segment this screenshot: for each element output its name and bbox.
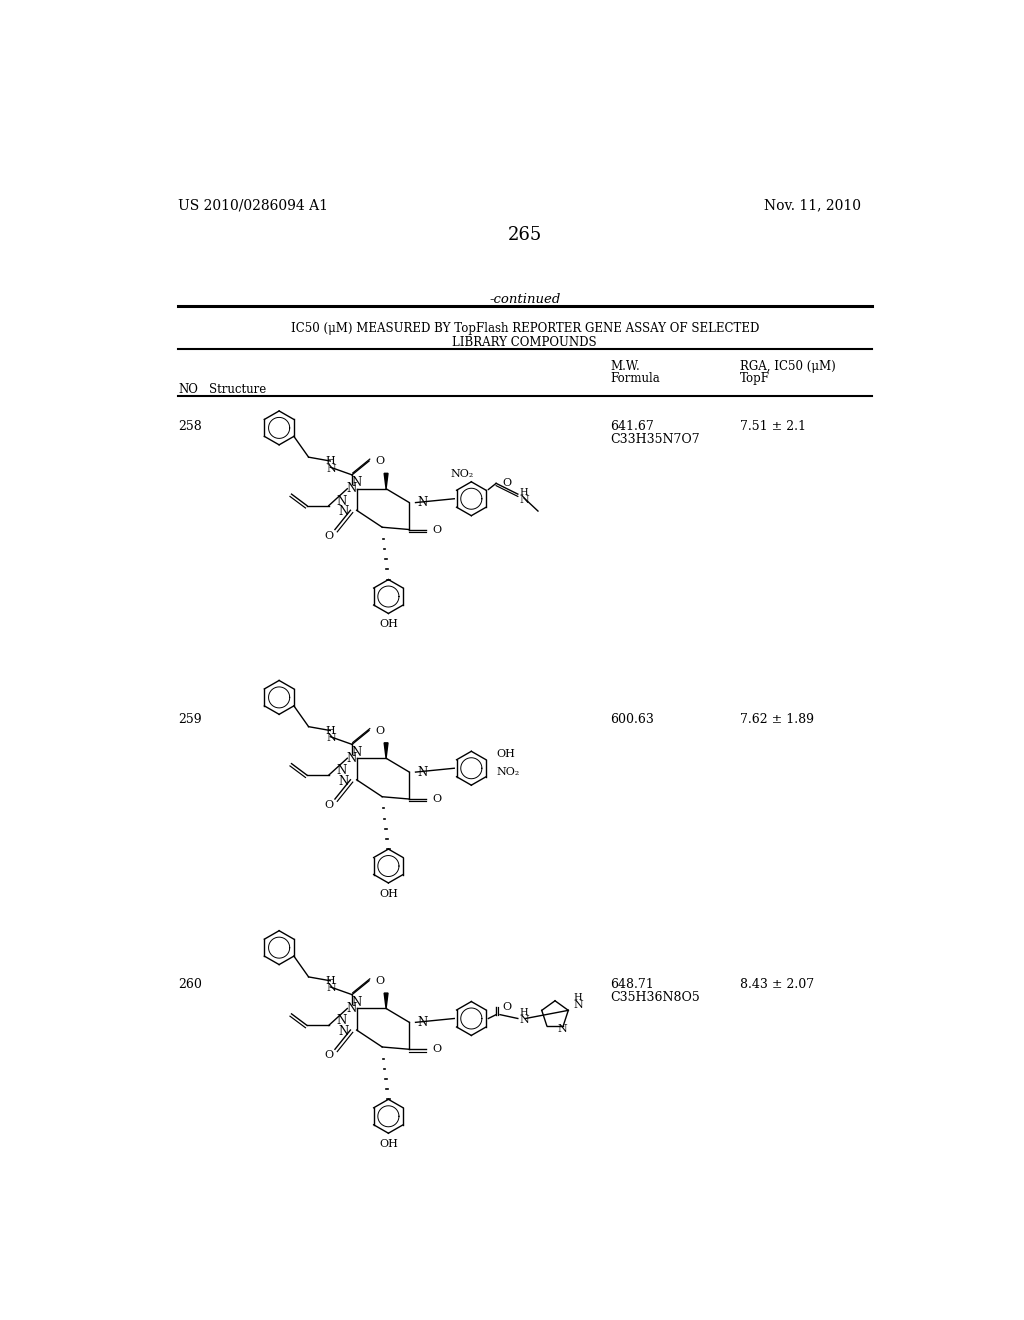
Text: H: H [326, 726, 335, 735]
Text: O: O [503, 1002, 511, 1012]
Text: Nov. 11, 2010: Nov. 11, 2010 [764, 198, 860, 213]
Text: 265: 265 [508, 226, 542, 244]
Text: N: N [336, 764, 346, 777]
Text: N: N [347, 751, 357, 764]
Text: 258: 258 [178, 420, 202, 433]
Text: N: N [573, 1001, 584, 1010]
Text: RGA, IC50 (μM): RGA, IC50 (μM) [740, 360, 836, 374]
Text: TopF: TopF [740, 372, 770, 385]
Text: 648.71: 648.71 [610, 978, 653, 991]
Polygon shape [384, 993, 388, 1008]
Text: IC50 (μM) MEASURED BY TopFlash REPORTER GENE ASSAY OF SELECTED: IC50 (μM) MEASURED BY TopFlash REPORTER … [291, 322, 759, 335]
Text: N: N [336, 495, 346, 508]
Text: US 2010/0286094 A1: US 2010/0286094 A1 [178, 198, 329, 213]
Text: O: O [325, 800, 333, 810]
Text: N: N [558, 1023, 567, 1034]
Text: N: N [327, 983, 336, 994]
Text: N: N [347, 1002, 357, 1015]
Text: H: H [326, 975, 335, 986]
Text: N: N [339, 506, 349, 519]
Text: C33H35N7O7: C33H35N7O7 [610, 433, 699, 446]
Text: N: N [339, 775, 349, 788]
Text: NO: NO [178, 383, 199, 396]
Polygon shape [384, 743, 388, 758]
Text: N: N [519, 1015, 529, 1026]
Text: Formula: Formula [610, 372, 659, 385]
Text: N: N [327, 463, 336, 474]
Text: N: N [339, 1026, 349, 1038]
Text: LIBRARY COMPOUNDS: LIBRARY COMPOUNDS [453, 335, 597, 348]
Text: O: O [432, 795, 441, 804]
Text: C35H36N8O5: C35H36N8O5 [610, 991, 699, 1003]
Text: N: N [417, 766, 427, 779]
Text: N: N [327, 733, 336, 743]
Text: N: N [336, 1014, 346, 1027]
Text: Structure: Structure [209, 383, 266, 396]
Text: 600.63: 600.63 [610, 713, 654, 726]
Text: O: O [325, 531, 333, 541]
Text: N: N [417, 496, 427, 510]
Text: N: N [347, 482, 357, 495]
Text: 7.62 ± 1.89: 7.62 ± 1.89 [740, 713, 814, 726]
Text: N: N [351, 477, 361, 490]
Text: 260: 260 [178, 978, 203, 991]
Text: -continued: -continued [489, 293, 560, 306]
Text: 259: 259 [178, 713, 202, 726]
Text: O: O [375, 726, 384, 735]
Text: H: H [573, 993, 583, 1002]
Text: NO₂: NO₂ [451, 469, 474, 479]
Text: OH: OH [379, 619, 398, 630]
Text: H: H [519, 1008, 528, 1016]
Text: H: H [326, 455, 335, 466]
Text: 8.43 ± 2.07: 8.43 ± 2.07 [740, 978, 814, 991]
Text: O: O [432, 524, 441, 535]
Text: H: H [519, 488, 528, 498]
Text: NO₂: NO₂ [496, 767, 519, 777]
Text: O: O [325, 1051, 333, 1060]
Text: N: N [417, 1016, 427, 1028]
Text: O: O [503, 478, 511, 488]
Text: OH: OH [379, 888, 398, 899]
Text: 641.67: 641.67 [610, 420, 653, 433]
Text: O: O [375, 975, 384, 986]
Text: N: N [519, 495, 529, 506]
Text: N: N [351, 995, 361, 1008]
Text: O: O [375, 455, 384, 466]
Text: O: O [432, 1044, 441, 1055]
Text: N: N [351, 746, 361, 759]
Text: M.W.: M.W. [610, 360, 640, 374]
Polygon shape [384, 474, 388, 488]
Text: OH: OH [496, 750, 515, 759]
Text: 7.51 ± 2.1: 7.51 ± 2.1 [740, 420, 806, 433]
Text: OH: OH [379, 1139, 398, 1148]
